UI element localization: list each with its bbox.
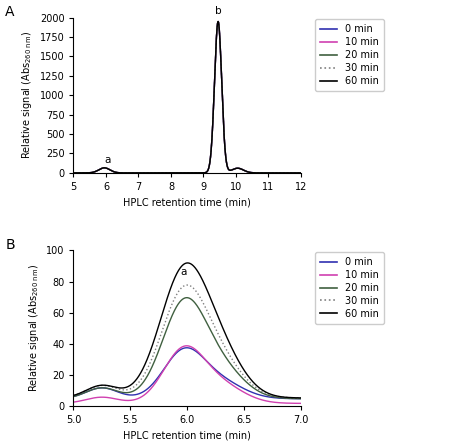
Text: a: a bbox=[181, 267, 187, 277]
X-axis label: HPLC retention time (min): HPLC retention time (min) bbox=[123, 198, 251, 207]
X-axis label: HPLC retention time (min): HPLC retention time (min) bbox=[123, 430, 251, 440]
Y-axis label: Relative signal (Abs$_{260\ \mathrm{nm}}$): Relative signal (Abs$_{260\ \mathrm{nm}}… bbox=[20, 31, 34, 159]
Text: a: a bbox=[104, 155, 111, 165]
Y-axis label: Relative signal (Abs$_{260\ \mathrm{nm}}$): Relative signal (Abs$_{260\ \mathrm{nm}}… bbox=[27, 264, 40, 392]
Legend: 0 min, 10 min, 20 min, 30 min, 60 min: 0 min, 10 min, 20 min, 30 min, 60 min bbox=[315, 19, 384, 91]
Legend: 0 min, 10 min, 20 min, 30 min, 60 min: 0 min, 10 min, 20 min, 30 min, 60 min bbox=[315, 252, 384, 324]
Text: B: B bbox=[5, 238, 15, 252]
Text: A: A bbox=[5, 5, 15, 19]
Text: b: b bbox=[215, 6, 221, 16]
